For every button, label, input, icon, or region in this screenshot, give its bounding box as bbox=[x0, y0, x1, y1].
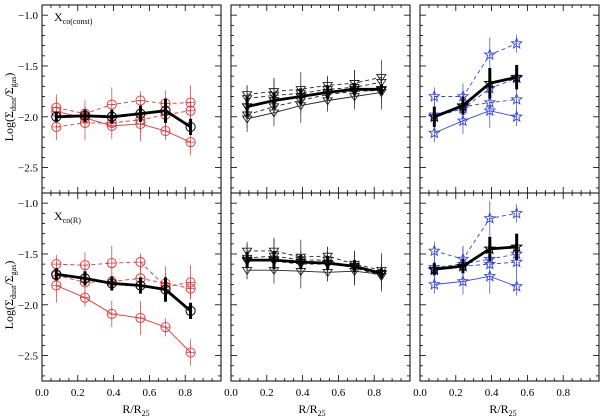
mean-point bbox=[106, 278, 117, 289]
series-line-dashed-3 bbox=[246, 89, 382, 116]
mean-point bbox=[483, 242, 497, 255]
x-tick-label-c1: 0.2 bbox=[260, 387, 274, 399]
x-tick-label-c1: 0.0 bbox=[224, 387, 238, 399]
x-tick-label-c2: 0.0 bbox=[413, 387, 427, 399]
tick-labels-layer: −1.0 −1.5 −2.0 −2.5 −1.0 −1.5 −2.0 −2.5 0.0 0.2 0.… bbox=[18, 10, 571, 399]
y-tick-label-r0: −2.5 bbox=[18, 163, 38, 175]
panel-r0-c1 bbox=[230, 4, 411, 194]
mean-point bbox=[427, 262, 441, 275]
mean-point bbox=[295, 93, 307, 102]
mean-point bbox=[510, 70, 524, 83]
annotation-sub: co(const) bbox=[63, 17, 93, 26]
panel-frame bbox=[419, 4, 600, 194]
mean-point bbox=[375, 86, 387, 95]
mean-point bbox=[135, 280, 146, 291]
series-line-solid-1 bbox=[434, 110, 517, 134]
x-tick-label-c0: 0.8 bbox=[178, 387, 192, 399]
mean-line bbox=[434, 245, 517, 271]
x-tick-label-c0: 0.4 bbox=[107, 387, 121, 399]
mean-point bbox=[160, 105, 171, 116]
series-line-dashed-2 bbox=[434, 253, 517, 268]
y-tick-label-r0: −1.0 bbox=[18, 10, 38, 22]
mean-point bbox=[160, 284, 171, 295]
x-tick-label-c2: 0.6 bbox=[521, 387, 535, 399]
series-line-solid-1 bbox=[247, 269, 382, 275]
mean-point bbox=[79, 273, 91, 284]
panel-r1-c0 bbox=[41, 192, 222, 382]
mean-point bbox=[185, 305, 196, 316]
x-axis-label-col2: R/R25 bbox=[298, 402, 325, 418]
panel-r0-c0 bbox=[41, 4, 222, 194]
x-axis-label-col3: R/R25 bbox=[489, 402, 516, 418]
mean-point bbox=[295, 258, 307, 268]
mean-point bbox=[106, 111, 117, 122]
mean-point bbox=[268, 97, 280, 106]
mean-point bbox=[322, 89, 334, 98]
x-tick-label-c2: 0.8 bbox=[556, 387, 570, 399]
x-tick-label-c0: 0.0 bbox=[35, 387, 49, 399]
mean-line bbox=[433, 75, 518, 119]
mean-point bbox=[456, 98, 470, 112]
mean-point bbox=[322, 259, 334, 269]
y-axis-label-bottom: Log(Σdust/Σgas) bbox=[2, 261, 18, 330]
annotation-main: X bbox=[54, 10, 63, 24]
annotation-main: X bbox=[54, 209, 63, 223]
mean-point bbox=[135, 108, 146, 119]
series-line-dashed-1 bbox=[247, 76, 382, 95]
series-line-dashed-1 bbox=[434, 43, 517, 97]
y-tick-label-r1: −2.0 bbox=[18, 300, 38, 312]
y-tick-label-r0: −1.5 bbox=[18, 61, 38, 73]
x-tick-label-c0: 0.2 bbox=[71, 387, 85, 399]
mean-point bbox=[427, 109, 441, 123]
x-tick-label-c1: 0.8 bbox=[367, 387, 381, 399]
row-annotation-1: Xco(R) bbox=[54, 209, 81, 225]
mean-point bbox=[241, 256, 253, 266]
mean-point bbox=[51, 269, 62, 280]
mean-point bbox=[348, 86, 361, 95]
panel-r1-c1 bbox=[230, 192, 411, 382]
mean-line bbox=[56, 109, 192, 129]
mean-line bbox=[246, 87, 382, 108]
panel-r1-c2 bbox=[419, 192, 600, 382]
mean-point bbox=[79, 110, 91, 121]
annotation-sub: co(R) bbox=[63, 216, 82, 225]
panel-frame bbox=[419, 192, 600, 382]
y-tick-label-r1: −1.0 bbox=[18, 198, 38, 210]
y-tick-label-r1: −1.5 bbox=[18, 249, 38, 261]
x-axis-label-col1: R/R25 bbox=[122, 402, 149, 418]
mean-point bbox=[185, 121, 196, 133]
x-tick-label-c1: 0.4 bbox=[296, 387, 310, 399]
panels-layer bbox=[41, 4, 600, 382]
mean-line bbox=[56, 272, 192, 312]
panel-frame bbox=[230, 4, 411, 194]
panel-frame bbox=[230, 192, 411, 382]
mean-point bbox=[51, 111, 62, 122]
series-line-dashed-2 bbox=[434, 77, 517, 118]
x-tick-label-c1: 0.6 bbox=[332, 387, 346, 399]
y-tick-label-r0: −2.0 bbox=[18, 112, 38, 124]
row-annotation-0: Xco(const) bbox=[54, 10, 93, 26]
mean-point bbox=[241, 103, 253, 112]
y-axis-label-top: Log(Σdust/Σgas) bbox=[2, 73, 18, 142]
series-line-solid-1 bbox=[247, 91, 382, 120]
mean-point bbox=[348, 262, 361, 272]
annotations-layer: Xco(const)Xco(R) bbox=[54, 10, 93, 225]
x-tick-label-c0: 0.6 bbox=[143, 387, 157, 399]
series-line-solid-1 bbox=[434, 275, 517, 287]
mean-point bbox=[268, 256, 280, 266]
mean-point bbox=[375, 270, 387, 279]
y-tick-label-r1: −2.5 bbox=[18, 351, 38, 363]
mean-line bbox=[247, 258, 382, 275]
x-tick-label-c2: 0.4 bbox=[485, 387, 499, 399]
series-line-dashed-1 bbox=[434, 212, 517, 260]
panel-r0-c2 bbox=[419, 4, 600, 194]
series-line-solid-1 bbox=[56, 285, 191, 353]
mean-point bbox=[483, 76, 497, 89]
x-tick-label-c2: 0.2 bbox=[449, 387, 463, 399]
mean-point bbox=[510, 240, 524, 253]
mean-point bbox=[456, 259, 470, 272]
